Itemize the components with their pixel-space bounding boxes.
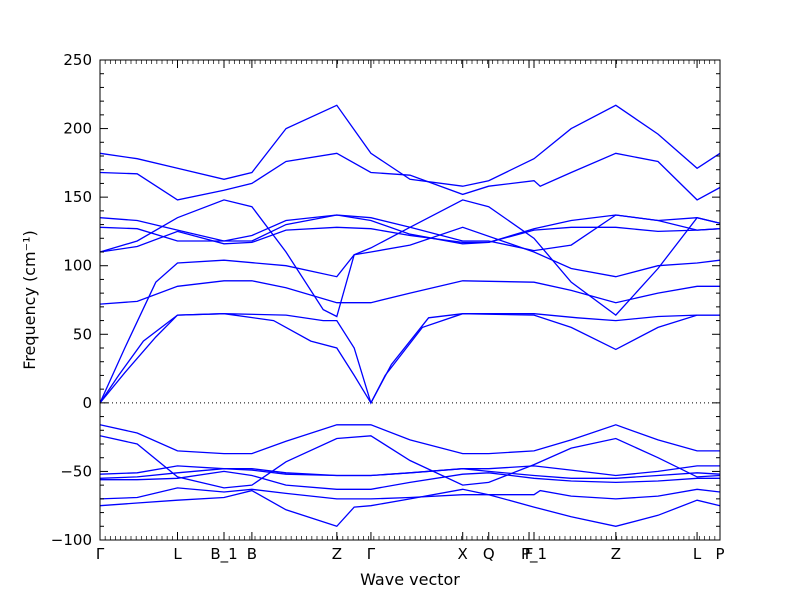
branch-line-9 [99,152,721,201]
x-tick-label: F [525,545,534,563]
branch-line-2 [99,313,720,405]
x-tick-label: L [693,545,702,563]
y-tick-label: −100 [51,531,92,549]
branch-line-5 [99,226,721,253]
branch-line-11 [99,424,720,455]
x-tick-label: Z [332,545,342,563]
y-tick-label: 50 [73,325,92,343]
branch-line-16 [99,487,721,500]
x-tick-label: P_1 [521,545,547,564]
y-tick-label: 250 [63,51,92,69]
branch-line-10 [99,104,721,187]
branch-line-14 [99,468,721,479]
branch-line-17 [99,488,721,528]
x-tick-label: Γ [367,545,376,563]
x-tick-label: B_1 [210,545,237,564]
branch-line-12 [99,435,721,489]
y-axis-title: Frequency (cm⁻¹) [20,230,39,369]
y-tick-label: −50 [60,462,92,480]
branch-line-15 [100,470,720,490]
x-tick-label: Q [483,545,495,563]
x-tick-label: B [247,545,257,563]
x-tick-label: L [173,545,182,563]
branch-line-8 [99,199,721,318]
x-tick-label: Γ [96,545,105,563]
y-tick-label: 150 [63,188,92,206]
x-axis: Γ L B_1 B Z Γ X Q FP_1 Z L P [96,60,725,564]
y-tick-label: 200 [63,120,92,138]
branch-line-7 [99,214,721,245]
series-lines [99,104,721,528]
branch-line-13 [99,465,720,477]
x-tick-label: Z [611,545,621,563]
x-axis-title: Wave vector [360,570,460,589]
x-tick-label: P [715,545,724,563]
y-tick-label: 100 [63,257,92,275]
y-tick-label: 0 [82,394,92,412]
branch-line-4 [99,226,721,404]
y-axis: −100 −50 0 50 100 150 200 250 [51,51,720,549]
branch-line-3 [99,280,720,305]
x-tick-label: X [458,545,468,563]
branch-line-1 [99,313,720,405]
